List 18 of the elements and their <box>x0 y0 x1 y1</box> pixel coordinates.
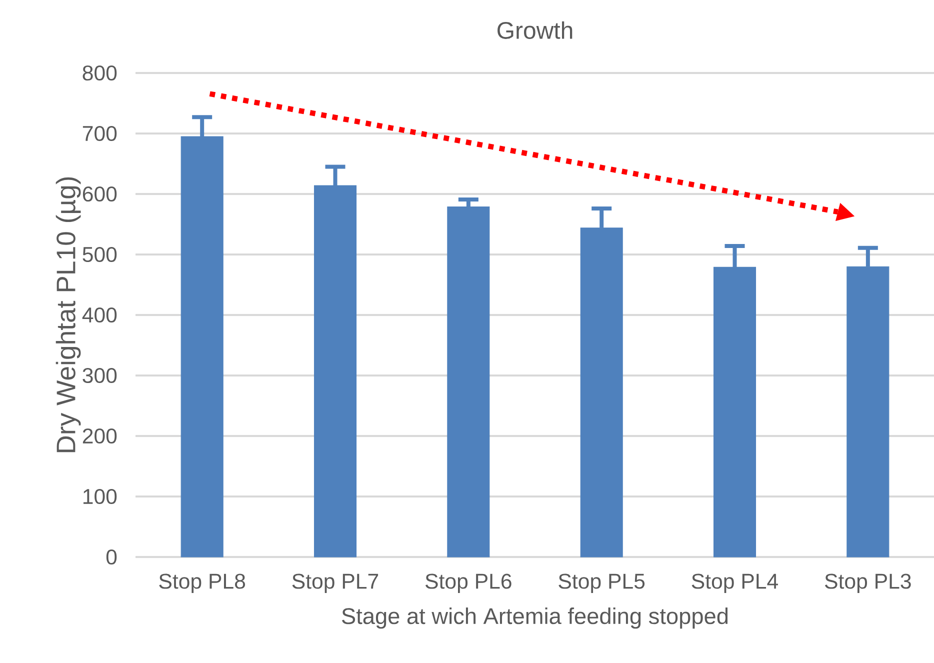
y-tick-label: 500 <box>82 246 117 262</box>
y-tick-label: 400 <box>82 307 117 323</box>
x-axis-title: Stage at wich Artemia feeding stopped <box>342 608 728 629</box>
y-axis-title: Dry Weightat PL10 (µg) <box>56 177 81 452</box>
x-tick-label: Stop PL4 <box>692 574 778 594</box>
x-tick-label: Stop PL5 <box>558 574 645 594</box>
y-tick-label: 600 <box>82 186 117 202</box>
x-tick-label: Stop PL7 <box>292 574 378 594</box>
x-tick-label: Stop PL8 <box>159 574 246 594</box>
y-tick-label: 800 <box>82 65 117 81</box>
y-tick-label: 300 <box>82 368 117 384</box>
x-tick-label: Stop PL3 <box>824 574 911 594</box>
y-tick-label: 100 <box>84 488 117 504</box>
x-tick-label: Stop PL6 <box>426 574 512 594</box>
y-tick-label: 0 <box>106 549 117 565</box>
chart-title: Growth <box>498 21 572 39</box>
y-tick-label: 700 <box>82 126 117 142</box>
y-tick-label: 200 <box>82 428 117 444</box>
